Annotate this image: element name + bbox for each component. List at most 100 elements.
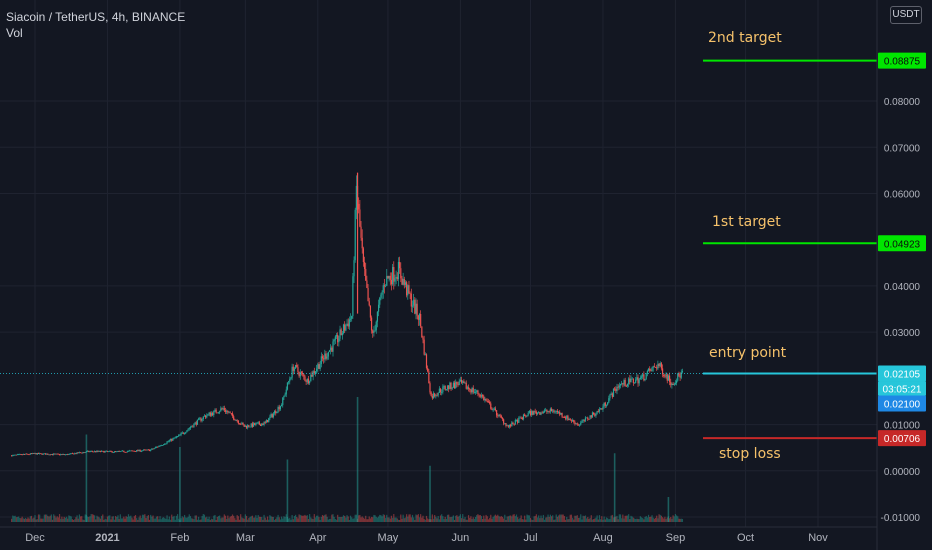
volume-bar	[92, 514, 95, 522]
candle-body	[199, 418, 201, 420]
candle-body	[496, 410, 498, 416]
volume-bar	[653, 518, 655, 522]
currency-badge[interactable]: USDT	[890, 6, 922, 24]
y-tick-label: 0.07000	[884, 143, 921, 154]
candle-body	[249, 426, 251, 428]
candle-body	[254, 423, 256, 426]
candle-body	[416, 303, 418, 316]
candle-body	[117, 451, 119, 452]
candle-body	[460, 379, 463, 383]
candle-body	[649, 368, 651, 371]
candle-body	[39, 453, 41, 455]
volume-indicator-label[interactable]: Vol	[6, 26, 23, 40]
candle-body	[120, 450, 123, 452]
volume-bar	[83, 519, 85, 522]
volume-bar	[116, 516, 118, 522]
candle-body	[130, 450, 132, 452]
volume-bar	[265, 519, 267, 522]
candle-body	[125, 451, 127, 453]
candle-body	[380, 294, 382, 298]
volume-bar	[219, 515, 221, 522]
volume-bar	[40, 518, 42, 522]
volume-bar	[104, 518, 106, 522]
volume-bar	[266, 516, 269, 522]
candle-body	[375, 321, 377, 331]
y-tick-label: -0.01000	[881, 513, 921, 524]
candle-body	[189, 427, 192, 429]
candle-body	[462, 381, 464, 383]
volume-bar	[309, 514, 311, 522]
candle-body	[493, 408, 495, 410]
x-tick-label: Dec	[25, 532, 45, 544]
candle-body	[116, 451, 118, 453]
candle-body	[109, 450, 111, 452]
volume-bar	[27, 517, 29, 522]
volume-bar	[303, 515, 305, 522]
candle-body	[403, 279, 405, 285]
candle-body	[106, 450, 109, 452]
candle-body	[511, 422, 513, 427]
candle-body	[667, 375, 670, 381]
candle-body	[492, 409, 494, 411]
volume-bar	[145, 518, 147, 522]
candle-body	[420, 314, 422, 327]
volume-bar	[664, 516, 666, 522]
volume-bar	[434, 515, 436, 522]
volume-bar	[674, 514, 677, 522]
volume-bar	[192, 518, 194, 522]
candle-body	[124, 451, 126, 453]
candle-body	[212, 413, 214, 416]
candle-body	[401, 278, 403, 285]
volume-bar	[400, 514, 402, 522]
candle-body	[665, 374, 667, 377]
volume-bar	[220, 518, 222, 522]
volume-bar	[151, 516, 153, 522]
volume-bar	[529, 517, 532, 522]
volume-bar	[39, 514, 41, 522]
volume-bar	[365, 515, 367, 522]
candle-body	[158, 445, 160, 447]
volume-bar	[113, 519, 116, 522]
candle-body	[103, 450, 105, 453]
volume-bar	[633, 518, 636, 522]
volume-bar	[629, 519, 631, 522]
candle-body	[418, 314, 421, 320]
candle-body	[75, 453, 77, 455]
candle-body	[51, 454, 54, 455]
volume-bar	[215, 519, 217, 522]
candle-body	[545, 409, 547, 411]
candle-body	[82, 452, 84, 454]
candle-body	[598, 409, 601, 412]
candle-body	[236, 420, 238, 421]
volume-bar	[441, 514, 443, 522]
volume-bar	[626, 515, 629, 522]
candle-body	[53, 453, 55, 455]
candle-body	[214, 409, 216, 411]
candle-body	[615, 388, 617, 392]
candle-body	[78, 452, 81, 454]
volume-bar	[257, 515, 259, 522]
candle-body	[224, 410, 227, 412]
volume-bar	[79, 516, 82, 522]
candle-body	[245, 425, 248, 428]
candle-body	[140, 450, 142, 452]
candle-body	[597, 411, 599, 412]
candle-body	[96, 450, 98, 453]
candle-body	[559, 411, 561, 415]
candle-body	[366, 280, 368, 288]
candle-body	[434, 393, 436, 397]
volume-bar	[643, 519, 645, 522]
volume-bar	[675, 515, 678, 522]
volume-bar	[569, 514, 571, 522]
candle-body	[388, 275, 390, 279]
candle-body	[76, 452, 78, 454]
level-price-label: 0.02105	[884, 370, 921, 381]
candle-body	[372, 330, 374, 333]
volume-bar	[165, 518, 167, 522]
candle-body	[168, 440, 170, 442]
candle-body	[389, 275, 391, 280]
candle-body	[309, 381, 311, 384]
candle-body	[432, 393, 435, 399]
volume-bar	[450, 517, 452, 522]
